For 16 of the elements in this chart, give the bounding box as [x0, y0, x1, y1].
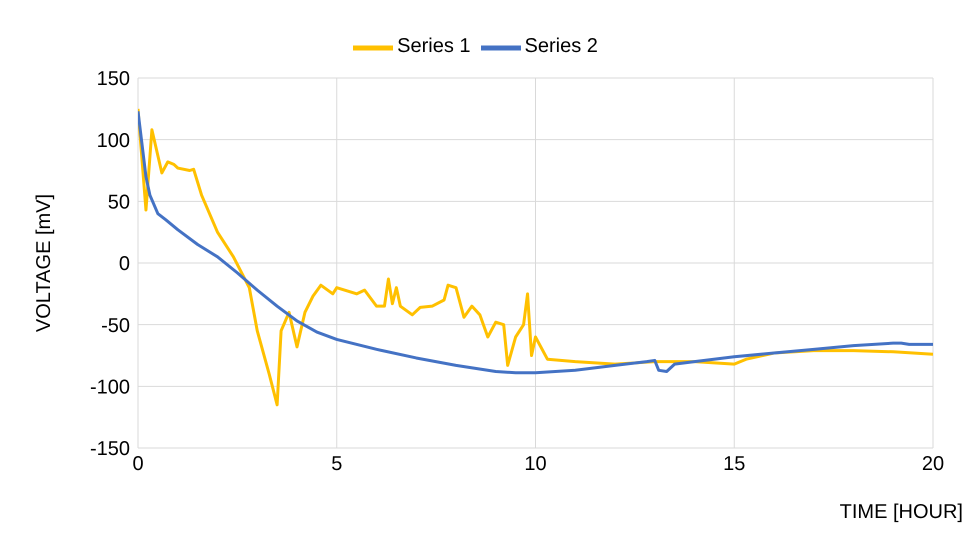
- x-axis-title: TIME [HOUR]: [840, 501, 963, 523]
- x-tick-label: 5: [331, 453, 342, 476]
- y-tick-label: 50: [108, 191, 130, 214]
- y-tick-label: -150: [90, 438, 130, 460]
- y-tick-label: 100: [96, 130, 130, 152]
- legend-label: Series 2: [524, 35, 598, 58]
- y-tick-label: 150: [96, 68, 130, 90]
- y-axis-title: VOLTAGE [mV]: [33, 194, 56, 332]
- y-tick-label: 0: [118, 253, 130, 276]
- x-tick-label: 0: [132, 453, 144, 476]
- x-tick-label: 20: [922, 453, 944, 476]
- x-tick-label: 15: [723, 453, 746, 476]
- x-tick-label: 10: [524, 453, 547, 476]
- y-tick-label: -100: [90, 376, 130, 398]
- y-tick-label: -50: [101, 314, 130, 337]
- legend-label: Series 1: [397, 35, 470, 58]
